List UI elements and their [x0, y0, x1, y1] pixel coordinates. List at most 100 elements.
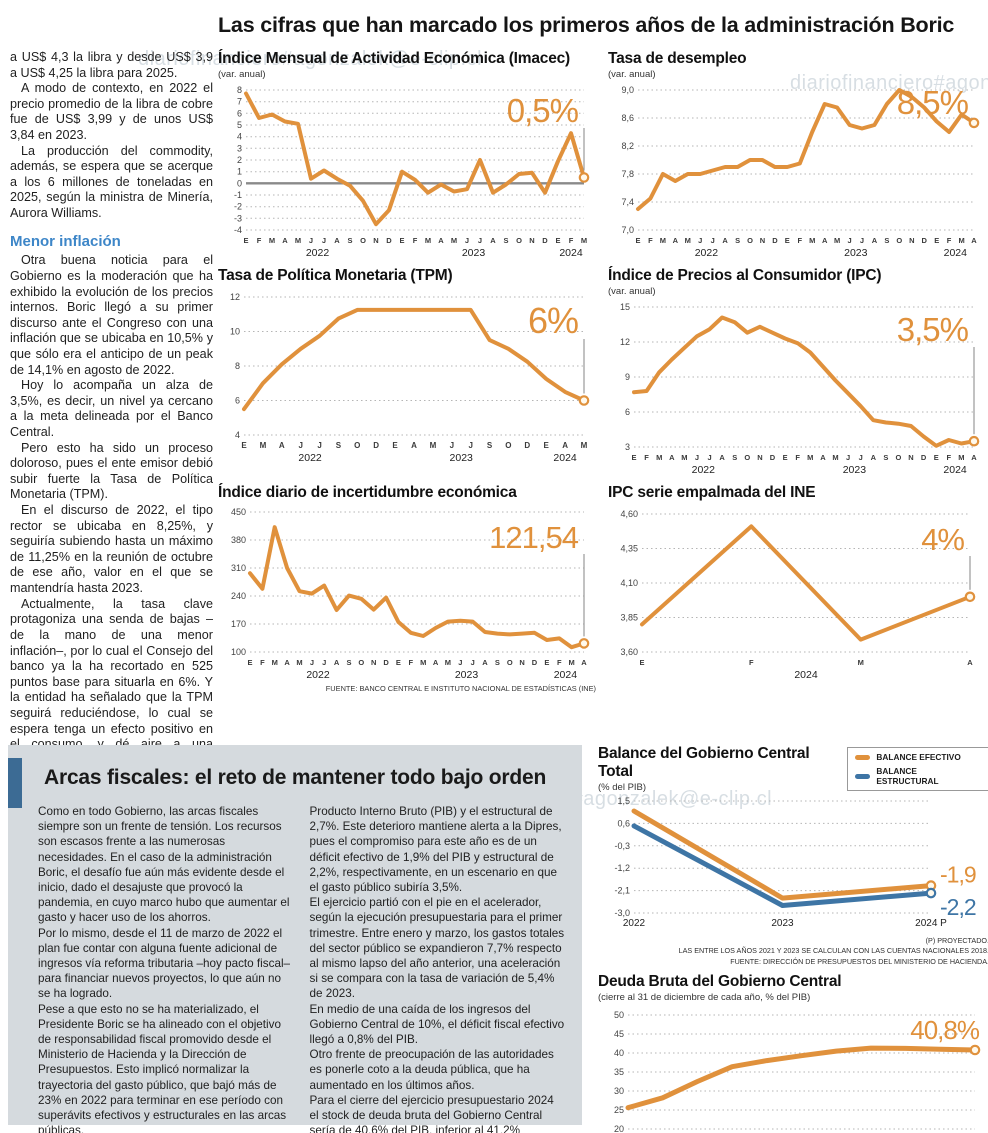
svg-text:A: A — [438, 236, 444, 245]
svg-text:A: A — [334, 236, 340, 245]
svg-text:A: A — [482, 658, 488, 667]
svg-text:30: 30 — [614, 1086, 624, 1096]
chart-incertidumbre: Índice diario de incertidumbre económica… — [218, 484, 596, 693]
svg-text:N: N — [908, 453, 913, 462]
svg-text:J: J — [698, 236, 702, 245]
svg-text:J: J — [711, 236, 715, 245]
paragraph: En medio de una caída de los ingresos de… — [309, 1002, 565, 1047]
svg-text:25: 25 — [614, 1105, 624, 1115]
legend-swatch-estructural — [855, 773, 871, 779]
svg-text:9,0: 9,0 — [621, 85, 634, 95]
svg-text:M: M — [420, 658, 426, 667]
svg-text:7,0: 7,0 — [621, 225, 634, 235]
arcas-column-1: Como en todo Gobierno, las arcas fiscale… — [38, 804, 295, 1133]
svg-text:A: A — [279, 441, 285, 450]
paragraph: Para el cierre del ejercicio presupuesta… — [309, 1093, 554, 1133]
svg-text:E: E — [635, 236, 640, 245]
svg-text:S: S — [347, 236, 352, 245]
svg-text:M: M — [685, 236, 691, 245]
svg-text:-0,3: -0,3 — [614, 841, 630, 851]
svg-text:O: O — [744, 453, 750, 462]
svg-text:O: O — [896, 236, 902, 245]
svg-text:2023: 2023 — [455, 669, 479, 681]
svg-text:2024: 2024 — [553, 452, 577, 464]
svg-text:12: 12 — [620, 337, 630, 347]
svg-text:A: A — [872, 236, 878, 245]
svg-text:450: 450 — [231, 507, 246, 517]
svg-text:M: M — [296, 658, 302, 667]
svg-text:N: N — [519, 658, 524, 667]
chart-title: Tasa de desempleo — [608, 50, 747, 67]
svg-text:40,8%: 40,8% — [910, 1015, 980, 1045]
svg-text:D: D — [386, 236, 392, 245]
title-accent-bar — [8, 758, 22, 808]
svg-text:-3: -3 — [234, 213, 242, 223]
svg-text:A: A — [719, 453, 725, 462]
svg-text:A: A — [871, 453, 877, 462]
svg-text:121,54: 121,54 — [489, 520, 579, 555]
chart-source: FUENTE: BANCO CENTRAL E INSTITUTO NACION… — [325, 684, 596, 693]
main-headline: Las cifras que han marcado los primeros … — [218, 13, 955, 37]
paragraph: Por lo mismo, desde el 11 de marzo de 20… — [38, 926, 291, 1001]
svg-text:E: E — [783, 453, 788, 462]
svg-text:D: D — [921, 453, 927, 462]
svg-text:A: A — [282, 236, 288, 245]
svg-text:S: S — [487, 441, 493, 450]
svg-text:E: E — [247, 658, 252, 667]
svg-text:N: N — [373, 236, 378, 245]
svg-text:O: O — [895, 453, 901, 462]
chart-footnotes: (P) PROYECTADO. LAS ENTRE LOS AÑOS 2021 … — [598, 936, 988, 967]
svg-text:2022: 2022 — [692, 464, 716, 476]
svg-text:310: 310 — [231, 563, 246, 573]
svg-text:J: J — [471, 658, 475, 667]
svg-text:E: E — [396, 658, 401, 667]
chart-balance: Balance del Gobierno Central Total (% de… — [598, 745, 988, 967]
svg-text:M: M — [568, 658, 574, 667]
svg-text:7: 7 — [237, 97, 242, 107]
svg-text:F: F — [795, 453, 800, 462]
svg-text:E: E — [555, 236, 560, 245]
svg-text:A: A — [669, 453, 675, 462]
svg-text:4,60: 4,60 — [620, 509, 638, 519]
svg-text:D: D — [772, 236, 778, 245]
svg-text:-1: -1 — [234, 190, 242, 200]
svg-text:2023: 2023 — [844, 247, 868, 259]
chart-ipc: Índice de Precios al Consumidor (IPC) (v… — [608, 267, 986, 477]
svg-text:M: M — [269, 236, 275, 245]
svg-text:1,5: 1,5 — [617, 796, 630, 806]
svg-text:6: 6 — [235, 396, 240, 406]
svg-text:J: J — [322, 236, 326, 245]
svg-text:10: 10 — [230, 327, 240, 337]
svg-text:M: M — [809, 236, 815, 245]
svg-text:J: J — [298, 441, 302, 450]
svg-text:S: S — [735, 236, 740, 245]
paragraph: El ejercicio partió con el pie en el ace… — [309, 896, 565, 1001]
svg-text:3: 3 — [237, 143, 242, 153]
svg-text:D: D — [373, 441, 379, 450]
svg-text:6: 6 — [625, 407, 630, 417]
svg-text:O: O — [747, 236, 753, 245]
footnote: FUENTE: DIRECCIÓN DE PRESUPUESTOS DEL MI… — [730, 956, 988, 966]
svg-text:N: N — [371, 658, 376, 667]
svg-text:2023: 2023 — [843, 464, 867, 476]
svg-text:D: D — [383, 658, 389, 667]
charts-grid: Índice Mensual de Actividad Económica (I… — [218, 50, 988, 693]
svg-text:3,5%: 3,5% — [897, 311, 969, 348]
svg-text:S: S — [495, 658, 500, 667]
svg-text:8,2: 8,2 — [621, 141, 634, 151]
svg-text:A: A — [433, 658, 439, 667]
svg-text:F: F — [644, 453, 649, 462]
chart-title: Deuda Bruta del Gobierno Central — [598, 973, 842, 991]
chart-tpm: Tasa de Política Monetaria (TPM) 12 10 8 6 4… — [218, 267, 596, 465]
svg-text:A: A — [722, 236, 728, 245]
chart-deuda: Deuda Bruta del Gobierno Central (cierre… — [598, 973, 988, 1133]
chart-subtitle: (var. anual) — [218, 69, 266, 80]
svg-text:170: 170 — [231, 619, 246, 629]
svg-text:9: 9 — [625, 372, 630, 382]
svg-text:E: E — [399, 236, 404, 245]
chart-title: Tasa de Política Monetaria (TPM) — [218, 267, 453, 284]
svg-text:J: J — [848, 236, 852, 245]
svg-text:A: A — [581, 658, 587, 667]
svg-text:7,8: 7,8 — [621, 169, 634, 179]
svg-text:D: D — [770, 453, 776, 462]
